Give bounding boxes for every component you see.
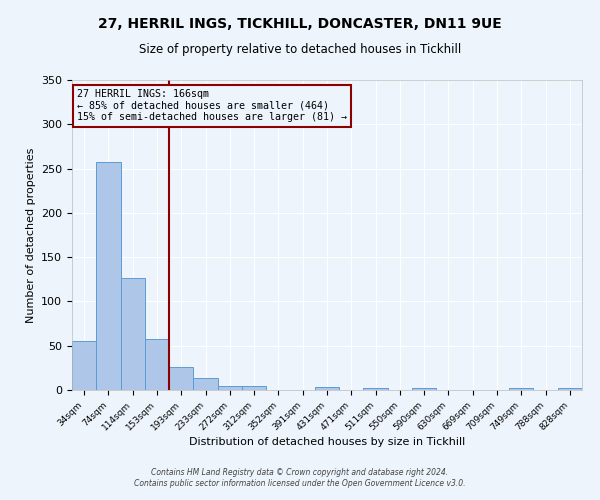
- Bar: [558, 388, 582, 390]
- Text: 27, HERRIL INGS, TICKHILL, DONCASTER, DN11 9UE: 27, HERRIL INGS, TICKHILL, DONCASTER, DN…: [98, 18, 502, 32]
- Bar: [218, 386, 242, 390]
- Bar: [96, 162, 121, 390]
- Bar: [412, 388, 436, 390]
- Bar: [121, 278, 145, 390]
- Bar: [145, 338, 169, 390]
- Bar: [169, 367, 193, 390]
- Y-axis label: Number of detached properties: Number of detached properties: [26, 148, 35, 322]
- Bar: [242, 386, 266, 390]
- Text: Contains HM Land Registry data © Crown copyright and database right 2024.
Contai: Contains HM Land Registry data © Crown c…: [134, 468, 466, 487]
- Text: Size of property relative to detached houses in Tickhill: Size of property relative to detached ho…: [139, 42, 461, 56]
- Bar: [72, 342, 96, 390]
- X-axis label: Distribution of detached houses by size in Tickhill: Distribution of detached houses by size …: [189, 438, 465, 448]
- Bar: [509, 388, 533, 390]
- Bar: [193, 378, 218, 390]
- Text: 27 HERRIL INGS: 166sqm
← 85% of detached houses are smaller (464)
15% of semi-de: 27 HERRIL INGS: 166sqm ← 85% of detached…: [77, 90, 347, 122]
- Bar: [364, 388, 388, 390]
- Bar: [315, 388, 339, 390]
